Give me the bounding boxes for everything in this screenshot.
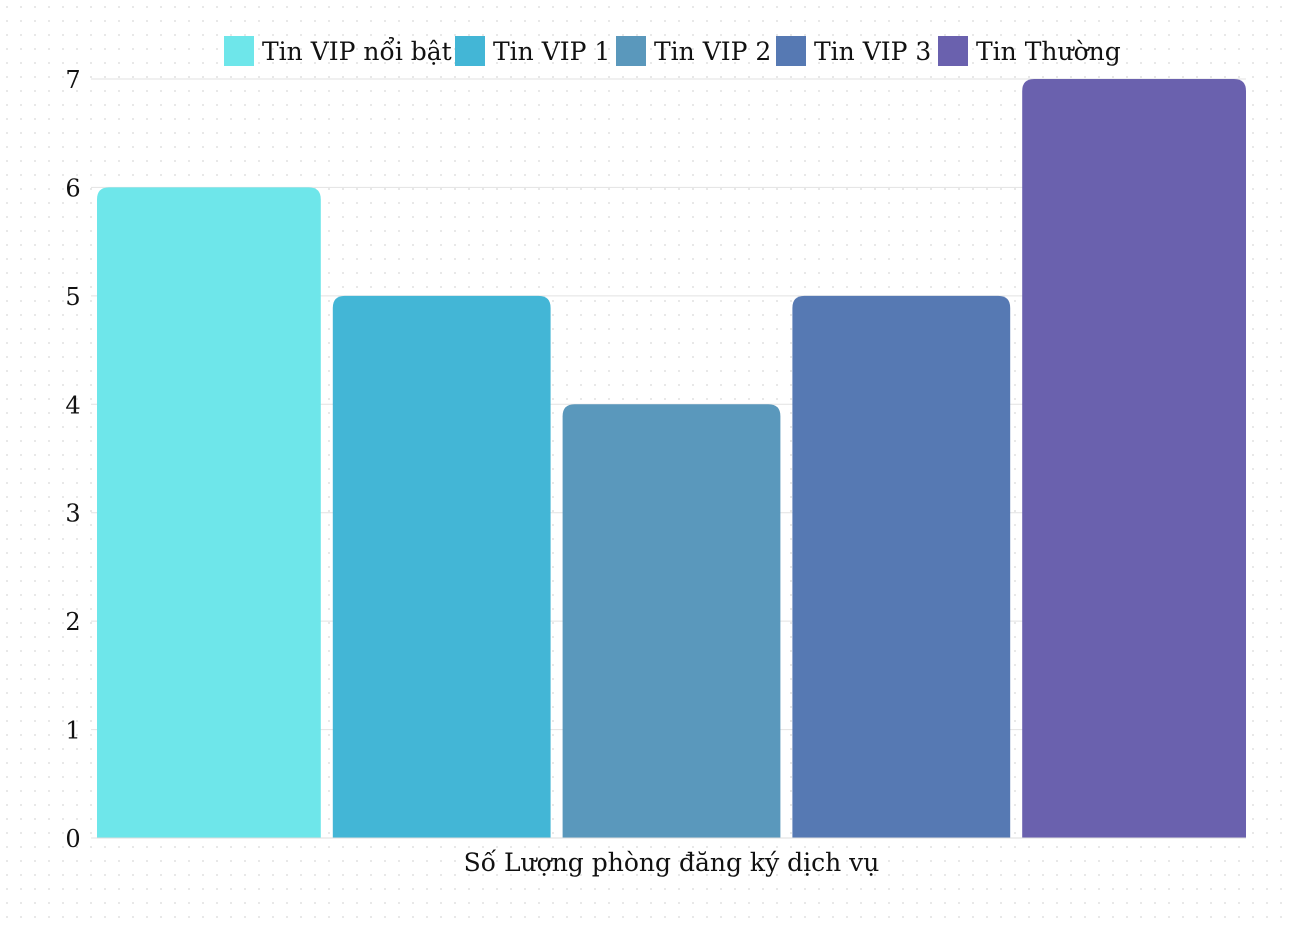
- bars: [97, 79, 1246, 838]
- bar-2[interactable]: [562, 404, 781, 838]
- y-axis-ticks: 0 1 2 3 4 5 6 7: [65, 66, 80, 853]
- y-tick-label: 1: [65, 717, 80, 745]
- legend-item-tin-vip-1[interactable]: Tin VIP 1: [455, 34, 610, 68]
- y-tick-label: 5: [65, 283, 80, 311]
- legend-item-tin-vip-noi-bat[interactable]: Tin VIP nổi bật: [224, 34, 452, 68]
- y-tick-label: 7: [65, 66, 80, 94]
- x-axis-label: Số Lượng phòng đăng ký dịch vụ: [464, 848, 880, 877]
- legend-label: Tin VIP nổi bật: [262, 36, 452, 66]
- chart-legend: Tin VIP nổi bật Tin VIP 1 Tin VIP 2 Tin …: [0, 34, 1292, 68]
- y-tick-label: 2: [65, 608, 80, 636]
- y-tick-label: 6: [65, 174, 80, 202]
- legend-item-tin-thuong[interactable]: Tin Thường: [938, 34, 1121, 68]
- legend-swatch: [616, 36, 646, 66]
- legend-label: Tin VIP 2: [654, 36, 772, 66]
- legend-item-tin-vip-2[interactable]: Tin VIP 2: [616, 34, 771, 68]
- bar-3[interactable]: [792, 295, 1011, 838]
- legend-swatch: [455, 36, 485, 66]
- legend-label: Tin VIP 1: [493, 36, 611, 66]
- y-tick-label: 3: [65, 500, 80, 528]
- legend-swatch: [224, 36, 254, 66]
- legend-item-tin-vip-3[interactable]: Tin VIP 3: [776, 34, 931, 68]
- legend-label: Tin Thường: [976, 36, 1121, 66]
- bar-4[interactable]: [1022, 79, 1246, 838]
- y-tick-label: 0: [65, 825, 80, 853]
- legend-label: Tin VIP 3: [814, 36, 932, 66]
- y-tick-label: 4: [65, 391, 80, 419]
- legend-swatch: [776, 36, 806, 66]
- bar-0[interactable]: [97, 187, 321, 838]
- bar-1[interactable]: [332, 295, 551, 838]
- legend-swatch: [938, 36, 968, 66]
